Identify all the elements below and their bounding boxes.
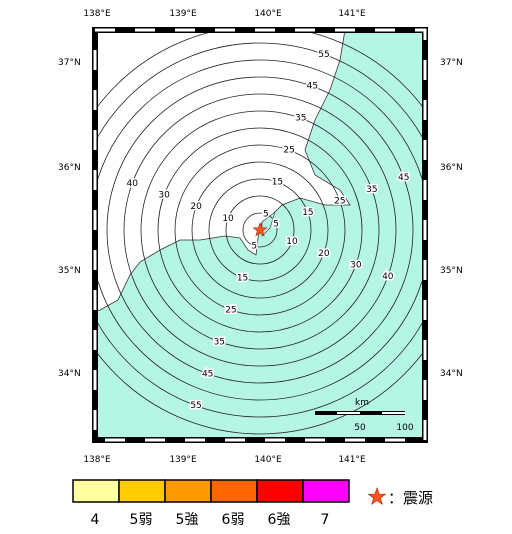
scale-unit: km bbox=[355, 398, 369, 408]
lat-label: 34°N bbox=[58, 369, 81, 379]
contour-label: 25 bbox=[225, 305, 236, 315]
legend-label: 4 bbox=[91, 512, 100, 528]
contour-label: 10 bbox=[286, 237, 298, 247]
legend-label: 7 bbox=[321, 512, 330, 528]
contour-label: 35 bbox=[295, 114, 306, 124]
contour-label: 35 bbox=[366, 185, 377, 195]
lat-label: 35°N bbox=[58, 266, 81, 276]
contour-label: 5 bbox=[251, 241, 257, 251]
contour-label: 20 bbox=[190, 202, 202, 212]
lat-label: 35°N bbox=[440, 266, 463, 276]
scale-tick: 100 bbox=[396, 423, 413, 433]
contour-label: 45 bbox=[307, 82, 318, 92]
lat-label: 34°N bbox=[440, 369, 463, 379]
legend-swatch bbox=[210, 479, 258, 503]
contour bbox=[174, 144, 346, 316]
legend-label: 6強 bbox=[268, 512, 291, 528]
contour-label: 15 bbox=[272, 178, 283, 188]
contour-label: 35 bbox=[214, 337, 225, 347]
contour bbox=[208, 178, 312, 282]
lat-label: 37°N bbox=[440, 58, 463, 68]
contour bbox=[242, 212, 278, 248]
contour-label: 20 bbox=[318, 249, 330, 259]
contour-label: 55 bbox=[190, 401, 201, 411]
lon-label: 141°E bbox=[338, 9, 366, 19]
contour bbox=[95, 30, 425, 435]
legend-swatch bbox=[256, 479, 304, 503]
contour-label: 40 bbox=[126, 179, 138, 189]
lat-label: 36°N bbox=[58, 163, 81, 173]
contour-label: 25 bbox=[283, 146, 294, 156]
contour bbox=[106, 76, 414, 384]
legend-swatch bbox=[72, 479, 120, 503]
lon-label: 139°E bbox=[169, 9, 197, 19]
legend-label: 5強 bbox=[176, 512, 199, 528]
contour-label: 15 bbox=[302, 208, 313, 218]
contour bbox=[157, 127, 363, 333]
contour-label: 5 bbox=[263, 210, 269, 220]
contour-label: 30 bbox=[350, 260, 362, 270]
lat-label: 36°N bbox=[440, 163, 463, 173]
scale-bar-segment bbox=[337, 412, 360, 414]
contour bbox=[140, 110, 380, 350]
epicenter bbox=[252, 222, 268, 237]
contour-label: 10 bbox=[222, 214, 234, 224]
contour bbox=[95, 42, 425, 418]
lon-label: 138°E bbox=[83, 455, 111, 465]
contour bbox=[123, 93, 397, 367]
lon-label: 138°E bbox=[83, 9, 111, 19]
contour-label: 40 bbox=[382, 272, 394, 282]
contour-label: 30 bbox=[158, 191, 170, 201]
contour-label: 45 bbox=[398, 173, 409, 183]
legend-swatch bbox=[164, 479, 212, 503]
lon-label: 140°E bbox=[254, 455, 282, 465]
contour-label: 15 bbox=[237, 273, 248, 283]
lon-label: 139°E bbox=[169, 455, 197, 465]
contour bbox=[95, 59, 425, 401]
contour bbox=[225, 195, 295, 265]
contour-label: 45 bbox=[202, 369, 213, 379]
legend-label: 6弱 bbox=[222, 512, 245, 528]
contour-label: 55 bbox=[318, 50, 329, 60]
epicenter-label: ：震源 bbox=[388, 489, 433, 507]
scale-tick: 50 bbox=[354, 423, 366, 433]
legend-swatch bbox=[118, 479, 166, 503]
lon-label: 140°E bbox=[254, 9, 282, 19]
legend-swatch bbox=[302, 479, 350, 503]
scale-bar-segment bbox=[382, 412, 405, 414]
lat-label: 37°N bbox=[58, 58, 81, 68]
contour-label: 5 bbox=[273, 220, 279, 230]
legend-label: 5弱 bbox=[130, 512, 153, 528]
lon-label: 141°E bbox=[338, 455, 366, 465]
legend-epicenter bbox=[367, 487, 387, 506]
contour-label: 25 bbox=[334, 196, 345, 206]
frame-checker bbox=[93, 28, 427, 442]
contour bbox=[191, 161, 329, 299]
